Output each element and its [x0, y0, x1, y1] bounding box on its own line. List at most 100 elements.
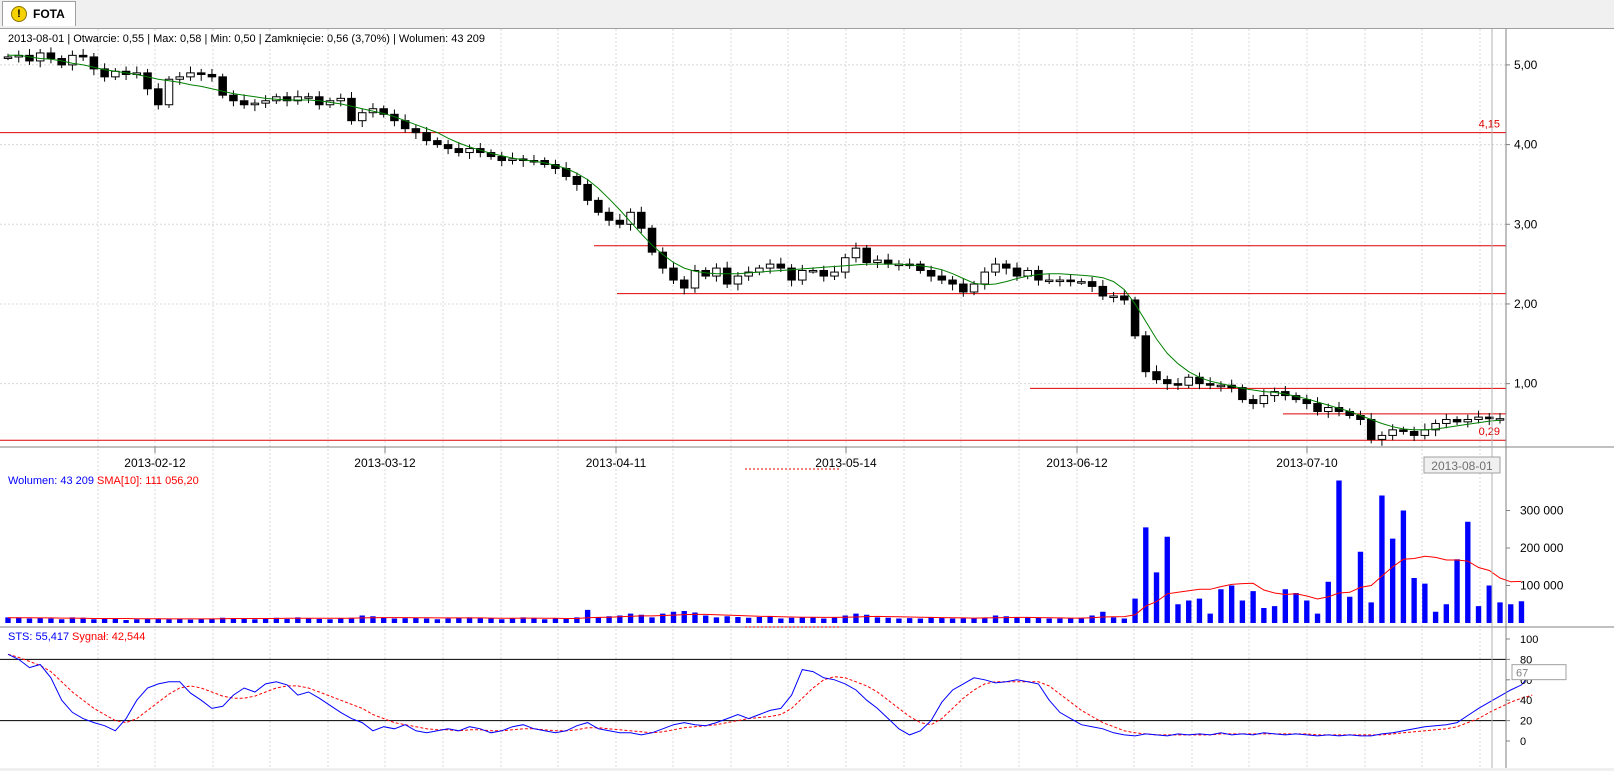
volume-bar[interactable]: [58, 619, 65, 623]
volume-bar[interactable]: [831, 617, 838, 623]
volume-bar[interactable]: [745, 617, 752, 623]
volume-bar[interactable]: [627, 613, 634, 623]
volume-bar[interactable]: [1067, 618, 1074, 624]
candle[interactable]: [798, 269, 807, 281]
volume-bar[interactable]: [1250, 591, 1256, 623]
volume-bar[interactable]: [241, 618, 247, 623]
candle[interactable]: [1399, 429, 1408, 432]
candle[interactable]: [497, 156, 507, 162]
volume-bar[interactable]: [552, 618, 559, 624]
volume-bar[interactable]: [445, 618, 451, 624]
candle[interactable]: [594, 199, 603, 213]
volume-bar[interactable]: [423, 618, 430, 624]
volume-bar[interactable]: [402, 618, 408, 623]
volume-bar[interactable]: [466, 617, 473, 623]
chart-panel[interactable]: 4,15 0,29 1,00 2,00 3,00 4,00 5,00 2013-02-12 2…: [0, 29, 1614, 768]
volume-bar[interactable]: [864, 614, 870, 623]
volume-bar[interactable]: [1486, 585, 1492, 624]
candle[interactable]: [712, 267, 721, 277]
volume-bar[interactable]: [681, 611, 687, 623]
volume-bar[interactable]: [456, 617, 462, 623]
candle[interactable]: [433, 140, 442, 146]
volume-bar[interactable]: [48, 618, 54, 624]
volume-bar[interactable]: [80, 617, 86, 623]
volume-bar[interactable]: [488, 618, 494, 624]
candle[interactable]: [465, 148, 474, 154]
volume-bar[interactable]: [584, 609, 591, 623]
candle[interactable]: [1066, 279, 1075, 283]
volume-bar[interactable]: [69, 617, 76, 623]
volume-bar[interactable]: [252, 619, 258, 623]
candle[interactable]: [1162, 379, 1172, 385]
volume-bar[interactable]: [91, 619, 97, 623]
volume-bar[interactable]: [1239, 600, 1246, 624]
volume-bar[interactable]: [1325, 581, 1331, 623]
volume-bar[interactable]: [1314, 613, 1321, 623]
candle[interactable]: [647, 227, 657, 253]
volume-bar[interactable]: [1475, 606, 1482, 623]
volume-bar[interactable]: [735, 617, 741, 623]
volume-bar[interactable]: [1014, 617, 1020, 623]
volume-bar[interactable]: [1035, 617, 1042, 623]
candle[interactable]: [78, 54, 88, 58]
candle[interactable]: [969, 283, 979, 293]
candle[interactable]: [175, 76, 184, 80]
volume-bar[interactable]: [381, 617, 387, 623]
volume-bar[interactable]: [928, 617, 934, 623]
volume-bar[interactable]: [971, 618, 977, 624]
volume-bar[interactable]: [413, 617, 419, 623]
candle[interactable]: [937, 275, 947, 281]
candle[interactable]: [1216, 384, 1226, 388]
candle[interactable]: [196, 72, 206, 75]
volume-bar[interactable]: [1389, 538, 1396, 623]
candle[interactable]: [454, 148, 464, 154]
volume-bar[interactable]: [531, 618, 537, 624]
candle[interactable]: [830, 271, 839, 277]
tab-fota[interactable]: ! FOTA: [2, 1, 76, 26]
candle[interactable]: [669, 267, 678, 281]
candle[interactable]: [1055, 279, 1065, 283]
candle[interactable]: [379, 108, 388, 115]
candle[interactable]: [1452, 418, 1462, 423]
candle[interactable]: [873, 259, 882, 264]
volume-bar[interactable]: [187, 619, 194, 623]
volume-bar[interactable]: [810, 617, 816, 623]
candle[interactable]: [239, 100, 249, 106]
volume-bar[interactable]: [617, 615, 623, 624]
volume-bar[interactable]: [767, 616, 773, 623]
volume-bar[interactable]: [434, 619, 441, 623]
candle[interactable]: [347, 97, 356, 122]
volume-bar[interactable]: [155, 618, 161, 624]
candle[interactable]: [744, 271, 753, 277]
volume-bar[interactable]: [1003, 616, 1009, 623]
candle[interactable]: [1313, 403, 1322, 413]
volume-bar[interactable]: [1132, 598, 1138, 623]
volume-bar[interactable]: [348, 617, 355, 623]
volume-bar[interactable]: [703, 615, 709, 624]
candle[interactable]: [1431, 422, 1440, 431]
candle[interactable]: [100, 68, 109, 78]
volume-bar[interactable]: [1164, 536, 1170, 623]
candle[interactable]: [186, 72, 195, 78]
candle[interactable]: [1248, 399, 1258, 405]
candle[interactable]: [1270, 391, 1279, 397]
volume-bar[interactable]: [724, 616, 730, 623]
candle[interactable]: [926, 269, 936, 277]
volume-bar[interactable]: [756, 617, 763, 623]
volume-bar[interactable]: [1261, 608, 1267, 623]
candle[interactable]: [604, 211, 614, 221]
candle[interactable]: [1109, 295, 1118, 298]
volume-bar[interactable]: [896, 618, 902, 624]
volume-bar[interactable]: [1304, 600, 1310, 624]
candle[interactable]: [1442, 418, 1451, 424]
volume-bar[interactable]: [1228, 585, 1235, 624]
volume-bar[interactable]: [778, 618, 784, 624]
volume-bar[interactable]: [1110, 617, 1117, 623]
candle[interactable]: [1377, 434, 1387, 440]
candle[interactable]: [583, 183, 592, 201]
volume-bar[interactable]: [209, 618, 215, 624]
candle[interactable]: [218, 76, 227, 96]
volume-bar[interactable]: [1207, 613, 1213, 623]
volume-bar[interactable]: [1432, 611, 1439, 623]
volume-bar[interactable]: [670, 611, 677, 623]
